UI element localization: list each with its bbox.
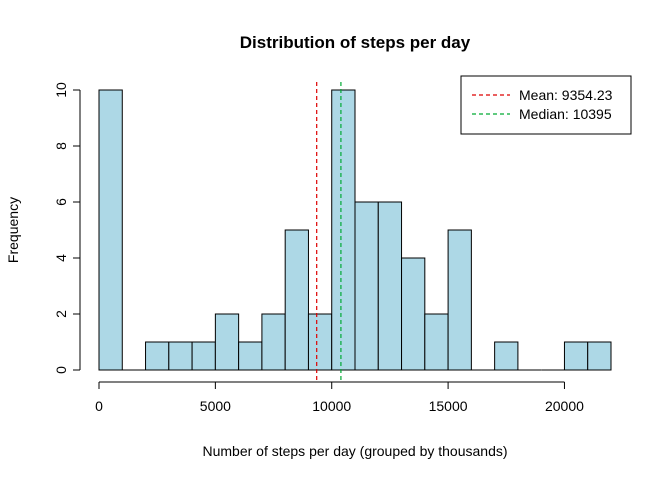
y-tick-label: 2 xyxy=(53,310,69,318)
legend-label: Mean: 9354.23 xyxy=(519,87,613,103)
histogram-bar xyxy=(447,229,472,371)
y-tick-label: 0 xyxy=(53,366,69,374)
x-tick-label: 5000 xyxy=(200,398,231,414)
y-axis: 0 2 4 6 8 10 xyxy=(53,82,81,374)
chart-title: Distribution of steps per day xyxy=(240,33,471,52)
histogram-bar xyxy=(377,201,403,371)
bars-group xyxy=(98,89,612,371)
histogram-bar xyxy=(98,89,123,371)
histogram-bar xyxy=(424,313,449,371)
y-tick-label: 4 xyxy=(53,254,69,262)
x-tick-label: 10000 xyxy=(312,398,351,414)
histogram-bar xyxy=(168,341,193,371)
y-tick-label: 6 xyxy=(53,198,69,206)
histogram-bar xyxy=(191,341,216,371)
histogram-bar xyxy=(494,341,519,371)
histogram-bar xyxy=(587,341,612,371)
histogram-bar xyxy=(563,341,589,371)
histogram-bar xyxy=(331,89,356,371)
histogram-bar xyxy=(401,257,426,371)
x-tick-label: 0 xyxy=(95,398,103,414)
histogram-bar xyxy=(145,341,170,371)
y-tick-label: 10 xyxy=(53,82,69,98)
x-tick-label: 20000 xyxy=(545,398,584,414)
histogram-bar xyxy=(238,341,263,371)
x-axis-label: Number of steps per day (grouped by thou… xyxy=(202,443,507,459)
histogram-bar xyxy=(284,229,309,371)
y-tick-label: 8 xyxy=(53,142,69,150)
x-tick-label: 15000 xyxy=(429,398,468,414)
histogram-bar xyxy=(307,313,333,371)
histogram-bar xyxy=(261,313,286,371)
histogram-bar xyxy=(214,313,240,371)
legend: Mean: 9354.23 Median: 10395 xyxy=(460,75,632,135)
reference-lines-group xyxy=(316,82,342,380)
x-axis: 0 5000 10000 15000 20000 xyxy=(95,381,584,414)
y-axis-label: Frequency xyxy=(5,197,21,263)
legend-label: Median: 10395 xyxy=(519,106,612,122)
legend-box xyxy=(460,75,632,135)
histogram-bar xyxy=(354,201,379,371)
